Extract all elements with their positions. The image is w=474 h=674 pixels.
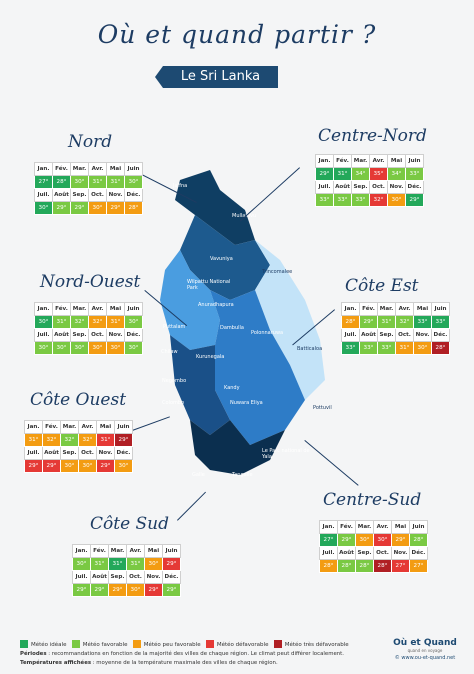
- region-title-centre-nord: Centre-Nord: [318, 126, 427, 146]
- connector-line: [177, 491, 206, 521]
- city-label: Dambulla: [220, 325, 244, 331]
- map-nord-ouest: [160, 250, 220, 350]
- region-title-cote-ouest: Côte Ouest: [30, 390, 127, 410]
- city-label: Polonnaruwa: [251, 330, 284, 336]
- table-centre-nord: Jan. Fév. Mar. Avr. Mai Juin 29° 31° 34° 35° 34° 3…: [315, 154, 424, 207]
- map-cote-sud: [190, 420, 285, 475]
- table-cote-sud: Jan. Fév. Mar. Avr. Mai Juin 30° 31° 31° 31° 30° 2…: [72, 544, 181, 597]
- city-label: Puttalam: [163, 324, 186, 330]
- map-centre-sud: [210, 290, 305, 445]
- sri-lanka-map: [160, 170, 325, 475]
- footer-temperatures: Températures affichées : moyenne de la t…: [20, 660, 278, 666]
- table-nord-ouest: Jan. Fév. Mar. Avr. Mai Juin 30° 31° 32° 32° 31° 3…: [34, 302, 143, 355]
- region-title-centre-sud: Centre-Sud: [323, 490, 422, 510]
- city-label: Galle: [192, 472, 205, 478]
- city-label: Anuradhapura: [198, 302, 234, 308]
- page-title: Où et quand partir ?: [97, 20, 377, 49]
- logo: Où et Quand quand en voyage © www.ou-et-…: [393, 638, 457, 661]
- legend-item: Météo idéale: [20, 640, 66, 648]
- subtitle: Le Sri Lanka: [155, 66, 278, 88]
- city-label: Vavuniya: [210, 256, 233, 262]
- city-label: Nuwara Eliya: [230, 400, 263, 406]
- city-label: Pottuvil: [313, 405, 332, 411]
- city-label: Le Parc national de Yala: [262, 448, 310, 460]
- region-title-cote-est: Côte Est: [345, 276, 419, 296]
- city-label: Kandy: [224, 385, 240, 391]
- city-label: Kurunegala: [196, 354, 225, 360]
- region-title-nord-ouest: Nord-Ouest: [40, 272, 141, 292]
- city-label: Colombo: [162, 400, 185, 406]
- table-centre-sud: Jan. Fév. Mar. Avr. Mai Juin 27° 29° 30° 30° 29° 2…: [319, 520, 428, 573]
- table-cote-ouest: Jan. Fév. Mar. Avr. Mai Juin 31° 32° 32° 32° 31° 2…: [24, 420, 133, 473]
- city-label: Negombo: [162, 378, 187, 384]
- table-nord: Jan. Fév. Mar. Avr. Mai Juin 27° 28° 30° 31° 31° 3…: [34, 162, 143, 215]
- city-label: Wilpattu National Park: [187, 279, 231, 291]
- city-label: Trincomalee: [262, 269, 293, 275]
- legend-item: Météo défavorable: [205, 640, 268, 648]
- region-title-cote-sud: Côte Sud: [90, 514, 170, 534]
- region-title-nord: Nord: [68, 132, 113, 152]
- map-nord: [175, 170, 255, 245]
- map-cote-ouest: [170, 335, 230, 435]
- city-label: Chilaw: [161, 349, 178, 355]
- legend: Météo idéale Météo favorable Météo peu f…: [20, 640, 380, 648]
- city-label: Tangalle: [232, 472, 253, 478]
- footer-periodes: Périodes : recommandations en fonction d…: [20, 651, 345, 657]
- table-cote-est: Jan. Fév. Mar. Avr. Mai Juin 28° 29° 31° 32° 33° 3…: [341, 302, 450, 355]
- map-cote-est: [255, 240, 325, 400]
- city-label: Batticaloa: [297, 346, 323, 352]
- legend-item: Météo peu favorable: [132, 640, 201, 648]
- map-centre-nord: [180, 215, 270, 300]
- legend-item: Météo très défavorable: [273, 640, 349, 648]
- legend-item: Météo favorable: [71, 640, 127, 648]
- city-label: Jaffna: [173, 183, 188, 189]
